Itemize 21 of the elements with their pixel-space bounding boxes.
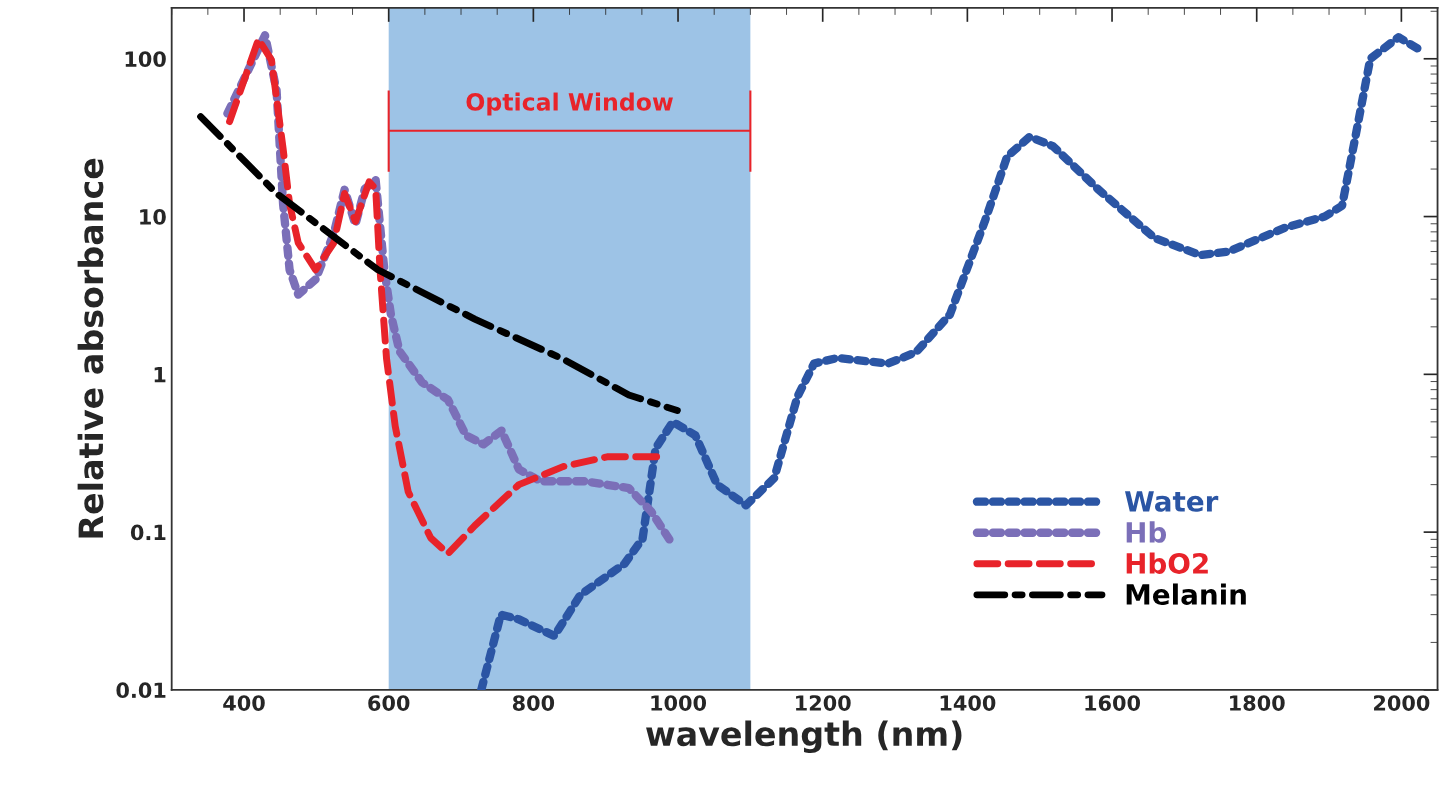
x-tick-label: 800: [512, 695, 555, 711]
x-axis-title: wavelength (nm): [646, 720, 962, 754]
y-tick-label: 1: [154, 367, 166, 383]
x-tick-label: 1400: [940, 695, 996, 711]
x-tick-label: 1800: [1230, 695, 1285, 711]
y-tick-label: 0.01: [116, 682, 166, 699]
y-axis-title: Relative absorbance: [77, 158, 104, 538]
legend-label: Hb: [1126, 521, 1167, 543]
band-label: Optical Window: [466, 92, 673, 116]
y-tick-label: 10: [140, 209, 166, 225]
y-tick-label: 0.1: [130, 524, 166, 541]
y-tick-label: 100: [125, 51, 166, 67]
x-tick-label: 2000: [1374, 695, 1430, 711]
x-tick-label: 600: [368, 695, 410, 711]
x-tick-label: 1200: [796, 695, 851, 711]
x-tick-label: 400: [223, 695, 265, 711]
legend-label: Melanin: [1126, 583, 1246, 605]
x-tick-label: 1600: [1085, 695, 1141, 711]
legend-label: Water: [1124, 491, 1219, 512]
legend-label: HbO2: [1126, 552, 1208, 574]
x-tick-label: 1000: [651, 695, 707, 711]
